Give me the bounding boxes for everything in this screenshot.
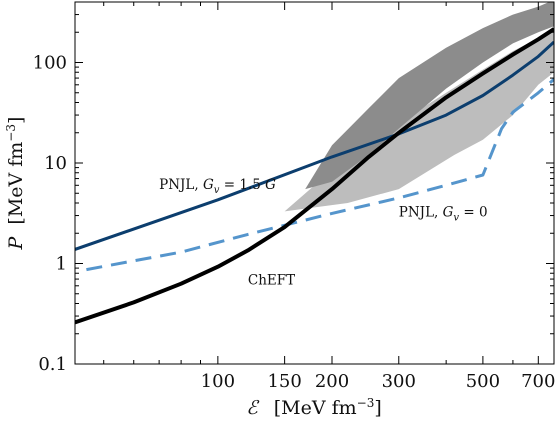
axis-ticks: 100 150 200 300 500 700 0.1 1 10 100 [33, 1, 555, 392]
x-tick-label: 150 [267, 371, 301, 392]
y-tick-label: 100 [33, 53, 67, 74]
annotation-cheft: ChEFT [248, 272, 295, 288]
y-axis-label: P [MeV fm−3] [4, 117, 27, 251]
series-lines [75, 27, 554, 325]
series-line-1 [75, 40, 554, 251]
annotation-pnjl-15: PNJL, Gv = 1.5 G [159, 177, 276, 196]
band-2 [305, 2, 554, 190]
y-tick-label: 10 [44, 153, 67, 174]
series-line-2 [86, 78, 554, 272]
x-tick-label: 200 [315, 371, 349, 392]
annotation-pnjl-0: PNJL, Gv = 0 [399, 204, 488, 223]
series-line-3 [75, 27, 554, 325]
y-tick-label: 0.1 [38, 354, 67, 375]
x-axis-label: ℰ [MeV fm−3] [246, 396, 382, 419]
x-tick-label: 500 [466, 371, 500, 392]
plot-frame [74, 1, 555, 365]
annotations: PNJL, Gv = 1.5 G PNJL, Gv = 0 ChEFT [159, 177, 487, 288]
uncertainty-bands [284, 2, 554, 212]
y-tick-label: 1 [56, 254, 67, 275]
x-tick-label: 700 [521, 371, 555, 392]
x-tick-label: 100 [201, 371, 235, 392]
band-1 [284, 29, 554, 212]
x-tick-label: 300 [382, 371, 416, 392]
